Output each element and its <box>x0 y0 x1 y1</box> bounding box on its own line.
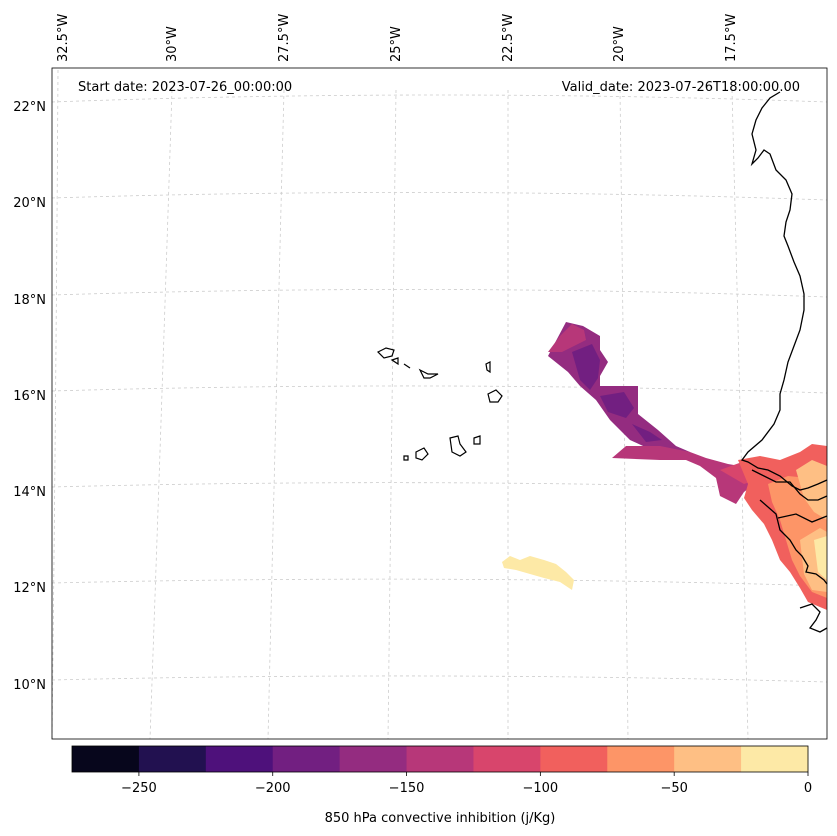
island-brava <box>403 455 409 461</box>
lat-label-14n: 14°N <box>13 485 46 500</box>
valid-date-label: Valid_date: 2023-07-26T18:00:00.00 <box>562 80 800 95</box>
longitude-labels: 32.5°W 30°W 27.5°W 25°W 22.5°W 20°W 17.5… <box>56 14 739 62</box>
lon-label-22-5w: 22.5°W <box>501 14 516 62</box>
lat-label-10n: 10°N <box>13 678 46 693</box>
colorbar-tick-label: −250 <box>121 781 157 796</box>
island-sal <box>485 361 491 374</box>
coastline <box>740 91 828 633</box>
map-area: Start date: 2023-07-26_00:00:00 Valid_da… <box>51 67 828 740</box>
lat-label-12n: 12°N <box>13 581 46 596</box>
island-santo-antao <box>376 347 395 359</box>
start-date-label: Start date: 2023-07-26_00:00:00 <box>78 80 292 95</box>
colorbar-segment <box>138 746 207 772</box>
colorbar-frame <box>71 745 809 773</box>
contour-band-pink-2 <box>612 446 760 504</box>
colorbar-segment <box>674 746 742 772</box>
island-sao-nicolau <box>418 368 439 379</box>
africa-coastline <box>740 91 828 491</box>
island-santiago <box>449 435 467 457</box>
senegal-gambia-border <box>751 469 828 501</box>
cin-contours <box>502 322 827 610</box>
colorbar: −250 −200 −150 −100 −50 0 850 hPa convective … <box>71 745 812 826</box>
colorbar-segment <box>473 746 541 772</box>
latitude-labels: 22°N 20°N 18°N 16°N 14°N 12°N 10°N <box>13 100 46 693</box>
colorbar-segment <box>205 746 274 772</box>
lon-label-30w: 30°W <box>165 26 180 62</box>
colorbar-segment <box>741 746 809 772</box>
contour-ocean-yellow <box>502 556 574 590</box>
lat-label-20n: 20°N <box>13 196 46 211</box>
contour-band-violet-3 <box>632 424 662 442</box>
colorbar-segment <box>540 746 608 772</box>
colorbar-segment <box>339 746 408 772</box>
map-frame <box>51 67 828 740</box>
island-boa-vista <box>487 389 503 403</box>
island-sao-vicente <box>390 357 399 366</box>
contour-coast-yellow <box>814 536 827 580</box>
guinea-bissau-coast <box>759 499 828 585</box>
contour-band-violet-2 <box>600 392 634 418</box>
colorbar-segment <box>607 746 675 772</box>
colorbar-segment <box>406 746 474 772</box>
island-fogo <box>415 447 429 461</box>
colorbar-ticks: −250 −200 −150 −100 −50 0 <box>121 772 812 796</box>
colorbar-segments <box>72 746 809 772</box>
lon-label-25w: 25°W <box>389 26 404 62</box>
colorbar-tick-label: 0 <box>804 781 812 796</box>
contour-coast-light <box>796 460 827 520</box>
lon-label-27-5w: 27.5°W <box>277 14 292 62</box>
lon-label-32-5w: 32.5°W <box>56 14 71 62</box>
cabo-verde-islands <box>376 347 503 461</box>
contour-band-violet <box>572 344 600 390</box>
colorbar-tick-label: −100 <box>523 781 559 796</box>
colorbar-tick-label: −200 <box>255 781 291 796</box>
contour-band-pink <box>548 324 586 352</box>
colorbar-label: 850 hPa convective inhibition (j/Kg) <box>325 811 556 826</box>
colorbar-segment <box>272 746 341 772</box>
guinea-coast <box>799 603 828 633</box>
colorbar-tick-label: −50 <box>660 781 687 796</box>
island-maio <box>473 435 481 445</box>
lat-label-22n: 22°N <box>13 100 46 115</box>
colorbar-tick-label: −150 <box>389 781 425 796</box>
colorbar-segment <box>72 746 140 772</box>
lat-label-18n: 18°N <box>13 293 46 308</box>
border-inland <box>777 513 828 523</box>
lon-label-20w: 20°W <box>612 26 627 62</box>
lon-label-17-5w: 17.5°W <box>724 14 739 62</box>
gridlines <box>51 69 828 740</box>
lat-label-16n: 16°N <box>13 389 46 404</box>
island-santa-luzia <box>403 363 411 369</box>
